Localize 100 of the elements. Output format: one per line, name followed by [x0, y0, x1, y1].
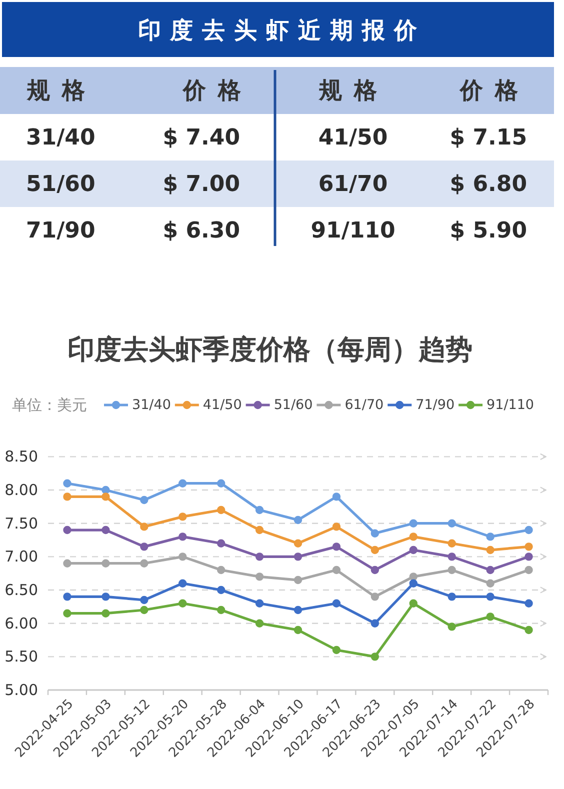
point	[370, 619, 380, 628]
point	[448, 622, 456, 631]
text: $ 7.00	[162, 172, 240, 197]
legend-label: 91/110	[486, 397, 534, 413]
point	[409, 546, 418, 554]
text: 31/40	[26, 126, 96, 150]
point	[294, 552, 302, 561]
point	[448, 552, 456, 561]
point	[486, 612, 494, 621]
point	[255, 526, 264, 534]
legend-label: 71/90	[416, 397, 455, 413]
point	[178, 479, 187, 488]
point	[63, 609, 72, 618]
text: $ 7.15	[450, 126, 527, 150]
legend-label: 51/60	[274, 397, 313, 413]
point	[486, 532, 494, 541]
legend-label: 41/50	[202, 397, 242, 413]
text: 规格	[26, 78, 97, 104]
point	[409, 579, 418, 588]
point	[102, 559, 110, 568]
y-tick-label: 7.50	[4, 514, 38, 532]
text: 规格	[318, 78, 389, 104]
chart-title: 印度去头虾季度价格（每周）趋势	[68, 334, 472, 366]
point	[140, 496, 148, 504]
point	[63, 559, 72, 568]
point	[140, 522, 148, 531]
point	[216, 566, 226, 574]
point	[332, 566, 341, 574]
y-tick-label: 6.50	[4, 581, 38, 600]
point	[524, 526, 533, 534]
point	[294, 626, 302, 634]
point	[294, 516, 302, 524]
point	[216, 586, 226, 594]
text: 51/60	[26, 172, 96, 197]
text: 71/90	[26, 218, 96, 244]
point	[294, 576, 302, 584]
point	[370, 546, 380, 554]
point	[102, 526, 110, 534]
point	[524, 599, 533, 608]
point	[332, 492, 341, 501]
y-tick-label: 5.50	[4, 648, 38, 666]
point	[332, 522, 341, 531]
point	[448, 566, 456, 574]
point	[370, 652, 380, 661]
point	[524, 552, 533, 561]
text: $ 5.90	[450, 218, 527, 244]
point	[102, 486, 110, 494]
point	[486, 566, 494, 574]
point	[332, 646, 341, 654]
point	[370, 592, 380, 601]
point	[524, 626, 533, 634]
point	[178, 512, 187, 521]
point	[332, 542, 341, 551]
y-tick-label: 6.00	[4, 614, 38, 632]
point	[409, 599, 418, 608]
point	[140, 606, 148, 614]
text: $ 7.40	[162, 126, 240, 150]
text: $ 6.80	[450, 172, 527, 197]
point	[178, 552, 187, 561]
y-axis-title: 单位：美元	[12, 396, 87, 414]
point	[294, 539, 302, 548]
point	[409, 532, 418, 541]
point	[255, 552, 264, 561]
legend-label: 31/40	[132, 397, 171, 413]
text: $ 6.30	[162, 218, 240, 244]
point	[178, 599, 187, 608]
point	[448, 592, 456, 601]
point	[216, 539, 226, 548]
point	[63, 492, 72, 501]
point	[102, 492, 110, 501]
point	[409, 572, 418, 581]
point	[102, 592, 110, 601]
point	[524, 542, 533, 551]
text: 印度去头虾近期报价	[138, 17, 426, 44]
point	[255, 506, 264, 514]
point	[294, 606, 302, 614]
point	[63, 526, 72, 534]
point	[102, 609, 110, 618]
y-tick-label: 8.50	[4, 448, 38, 466]
point	[255, 619, 264, 628]
text: 61/70	[318, 172, 388, 197]
point	[63, 592, 72, 601]
point	[486, 546, 494, 554]
point	[178, 579, 187, 588]
point	[448, 539, 456, 548]
point	[63, 479, 72, 488]
point	[140, 542, 148, 551]
point	[486, 592, 494, 601]
y-tick-label: 7.00	[4, 548, 38, 566]
point	[178, 532, 187, 541]
point	[140, 596, 148, 604]
text: 价格	[182, 78, 253, 104]
point	[216, 506, 226, 514]
point	[409, 519, 418, 528]
text: 价格	[459, 78, 530, 104]
point	[140, 559, 148, 568]
point	[448, 519, 456, 528]
y-tick-label: 5.00	[4, 681, 38, 699]
point	[524, 566, 533, 574]
point	[370, 566, 380, 574]
